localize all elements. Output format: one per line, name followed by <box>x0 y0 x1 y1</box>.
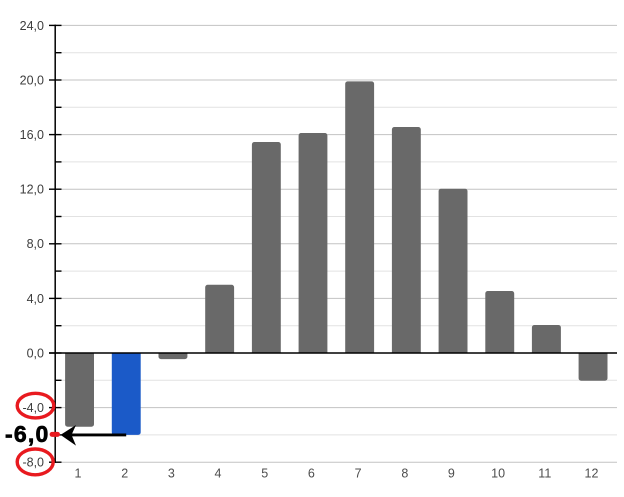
svg-text:12,0: 12,0 <box>20 183 44 197</box>
svg-text:8: 8 <box>401 467 408 481</box>
svg-text:-8,0: -8,0 <box>22 456 44 470</box>
svg-text:6: 6 <box>308 467 315 481</box>
svg-text:2: 2 <box>121 467 128 481</box>
svg-text:4: 4 <box>215 467 222 481</box>
svg-text:5: 5 <box>261 467 268 481</box>
svg-text:8,0: 8,0 <box>27 237 44 251</box>
svg-text:9: 9 <box>448 467 455 481</box>
svg-text:10: 10 <box>491 467 505 481</box>
svg-text:-6,0: -6,0 <box>5 421 49 447</box>
svg-text:0,0: 0,0 <box>27 346 44 360</box>
svg-text:4,0: 4,0 <box>27 292 44 306</box>
svg-text:24,0: 24,0 <box>20 19 44 33</box>
svg-text:3: 3 <box>168 467 175 481</box>
svg-text:16,0: 16,0 <box>20 128 44 142</box>
svg-text:7: 7 <box>355 467 362 481</box>
svg-text:-4,0: -4,0 <box>22 401 44 415</box>
svg-text:20,0: 20,0 <box>20 73 44 87</box>
svg-text:12: 12 <box>585 467 599 481</box>
svg-text:11: 11 <box>538 467 551 481</box>
svg-text:1: 1 <box>75 467 82 481</box>
